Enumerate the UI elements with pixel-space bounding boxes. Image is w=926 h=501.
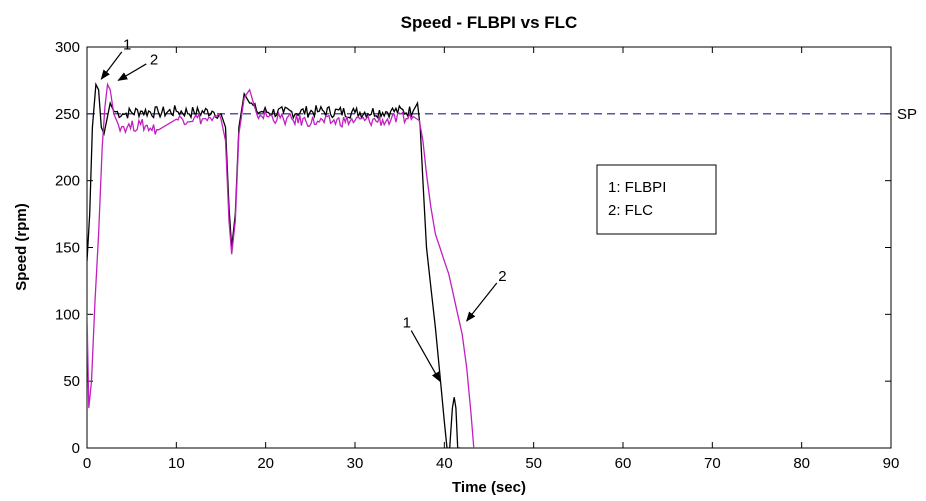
annotations-layer: 1 2 1 2 bbox=[100, 37, 507, 383]
annotation-label: 1 bbox=[123, 37, 131, 54]
x-tick-label: 20 bbox=[257, 455, 274, 472]
annotation-arrow bbox=[117, 63, 147, 81]
x-tick-label: 40 bbox=[436, 455, 453, 472]
x-axis: 0 10 20 30 40 50 60 70 80 90 bbox=[83, 47, 900, 472]
series-1-line bbox=[87, 82, 461, 448]
chart-title: Speed - FLBPI vs FLC bbox=[401, 13, 578, 32]
annotation-label: 2 bbox=[150, 51, 158, 68]
y-axis-label: Speed (rpm) bbox=[13, 203, 30, 291]
x-tick-label: 30 bbox=[347, 455, 364, 472]
y-tick-label: 0 bbox=[72, 440, 80, 457]
x-tick-label: 60 bbox=[615, 455, 632, 472]
y-tick-label: 300 bbox=[55, 39, 80, 56]
y-tick-label: 150 bbox=[55, 240, 80, 257]
y-axis: 0 50 100 150 200 250 300 bbox=[55, 39, 891, 457]
y-tick-label: 50 bbox=[63, 373, 80, 390]
x-axis-label: Time (sec) bbox=[452, 479, 526, 496]
annotation-label: 2 bbox=[498, 268, 506, 285]
plot-frame bbox=[86, 46, 892, 449]
x-tick-label: 10 bbox=[168, 455, 185, 472]
x-tick-label: 50 bbox=[525, 455, 542, 472]
series-layer bbox=[87, 82, 475, 448]
annotation-arrow bbox=[466, 282, 498, 322]
y-tick-label: 200 bbox=[55, 173, 80, 190]
x-tick-label: 80 bbox=[793, 455, 810, 472]
legend-entry-flbpi: 1: FLBPI bbox=[608, 179, 666, 196]
annotation-arrow bbox=[410, 330, 441, 383]
x-tick-label: 70 bbox=[704, 455, 721, 472]
x-tick-label: 90 bbox=[883, 455, 900, 472]
annotation-arrow bbox=[100, 51, 123, 80]
x-tick-label: 0 bbox=[83, 455, 91, 472]
annotation-label: 1 bbox=[403, 315, 411, 332]
y-tick-label: 100 bbox=[55, 306, 80, 323]
series-2-line bbox=[87, 82, 475, 448]
legend-box bbox=[596, 164, 717, 235]
setpoint-label: SP bbox=[897, 106, 917, 123]
y-tick-label: 250 bbox=[55, 106, 80, 123]
legend-entry-flc: 2: FLC bbox=[608, 202, 653, 219]
legend: 1: FLBPI 2: FLC bbox=[596, 164, 717, 235]
